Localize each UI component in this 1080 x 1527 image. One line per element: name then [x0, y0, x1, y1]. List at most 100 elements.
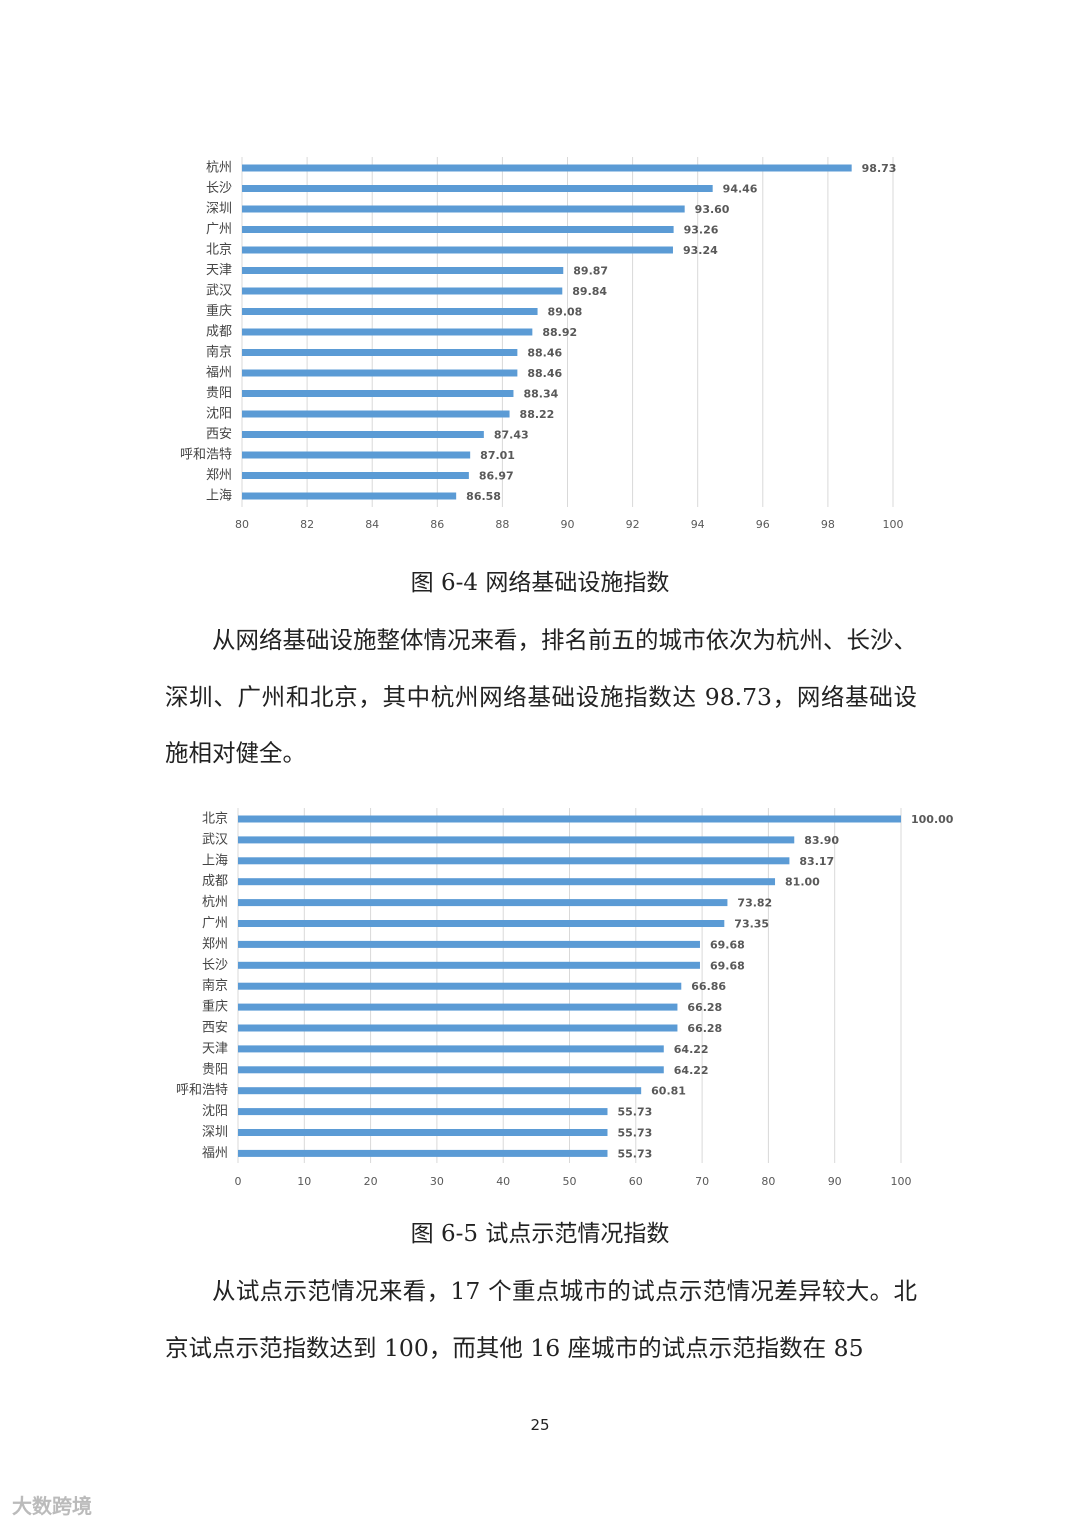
data-label: 100.00 [911, 813, 954, 826]
x-tick-label: 10 [297, 1175, 311, 1188]
bar [242, 431, 484, 438]
data-label: 88.92 [542, 326, 577, 339]
x-tick-label: 0 [235, 1175, 242, 1188]
y-tick-label: 武汉 [206, 284, 232, 299]
bar [242, 287, 563, 295]
bar [238, 1003, 678, 1011]
y-tick-label: 沈阳 [206, 407, 232, 422]
x-tick-label: 94 [691, 518, 705, 531]
y-tick-label: 杭州 [206, 161, 232, 176]
y-tick-label: 福州 [202, 1146, 228, 1161]
data-label: 66.28 [687, 1022, 722, 1035]
y-tick-label: 呼和浩特 [180, 448, 232, 463]
x-tick-label: 50 [563, 1175, 577, 1188]
bar [238, 1149, 608, 1157]
data-label: 86.97 [479, 470, 514, 483]
y-tick-label: 杭州 [202, 895, 228, 910]
y-tick-label: 重庆 [206, 303, 232, 319]
x-tick-label: 100 [883, 518, 904, 531]
bar [242, 472, 469, 479]
bar [238, 940, 700, 948]
page-number: 25 [530, 1416, 550, 1434]
data-label: 73.35 [734, 918, 769, 931]
y-tick-label: 长沙 [202, 958, 228, 973]
bar [238, 1045, 664, 1053]
bar [242, 308, 538, 315]
x-tick-label: 84 [365, 518, 379, 531]
paragraph: 从网络基础设施整体情况来看，排名前五的城市依次为杭州、长沙、深圳、广州和北京，其… [165, 626, 917, 767]
x-tick-label: 80 [761, 1175, 775, 1188]
bar [238, 857, 790, 865]
data-label: 86.58 [466, 490, 501, 503]
y-tick-label: 西安 [206, 427, 232, 442]
data-label: 98.73 [862, 162, 897, 175]
data-label: 64.22 [674, 1043, 709, 1056]
bar [238, 920, 725, 927]
bar [242, 451, 471, 459]
data-label: 69.68 [710, 938, 745, 951]
bar [242, 267, 564, 274]
data-label: 55.73 [617, 1147, 652, 1160]
data-label: 55.73 [617, 1127, 652, 1140]
data-label: 88.34 [523, 388, 558, 401]
data-label: 66.28 [687, 1001, 722, 1014]
bar [242, 328, 533, 336]
y-tick-label: 上海 [202, 853, 228, 868]
data-label: 89.87 [573, 265, 608, 278]
data-label: 55.73 [617, 1106, 652, 1119]
y-tick-label: 郑州 [206, 468, 232, 483]
data-label: 64.22 [674, 1064, 709, 1077]
data-label: 94.46 [723, 183, 758, 196]
y-tick-label: 北京 [206, 243, 232, 258]
x-tick-label: 100 [891, 1175, 912, 1188]
data-label: 93.60 [695, 203, 730, 216]
y-tick-label: 南京 [206, 344, 232, 360]
x-tick-label: 82 [300, 518, 314, 531]
bar [238, 836, 795, 844]
x-tick-label: 96 [756, 518, 770, 531]
y-tick-label: 深圳 [206, 202, 232, 217]
x-tick-label: 60 [629, 1175, 643, 1188]
data-label: 60.81 [651, 1085, 686, 1098]
x-tick-label: 86 [430, 518, 444, 531]
y-tick-label: 西安 [202, 1021, 228, 1036]
data-label: 69.68 [710, 959, 745, 972]
bar [242, 226, 674, 233]
bar [238, 982, 682, 990]
data-label: 87.01 [480, 449, 515, 462]
y-tick-label: 武汉 [202, 832, 228, 847]
x-tick-label: 88 [495, 518, 509, 531]
y-tick-label: 广州 [202, 916, 228, 931]
bar [238, 1129, 608, 1136]
bar [242, 246, 673, 254]
bar [242, 492, 457, 500]
data-label: 89.84 [572, 285, 607, 298]
x-tick-label: 92 [626, 518, 640, 531]
data-label: 66.86 [691, 980, 726, 993]
y-tick-label: 长沙 [206, 181, 232, 196]
data-label: 88.22 [520, 408, 555, 421]
data-label: 83.17 [799, 855, 834, 868]
y-tick-label: 深圳 [202, 1125, 228, 1140]
bar [238, 878, 776, 886]
bar [242, 390, 514, 397]
bar [238, 961, 700, 969]
y-tick-label: 沈阳 [202, 1104, 228, 1119]
figure-caption: 图 6-5 试点示范情况指数 [410, 1221, 670, 1247]
x-tick-label: 20 [364, 1175, 378, 1188]
bar [238, 1066, 664, 1074]
y-tick-label: 天津 [206, 263, 232, 278]
bar [242, 410, 510, 418]
data-label: 88.46 [527, 367, 562, 380]
x-tick-label: 98 [821, 518, 835, 531]
y-tick-label: 成都 [206, 325, 232, 340]
y-tick-label: 福州 [206, 366, 232, 381]
y-tick-label: 呼和浩特 [176, 1083, 228, 1098]
x-tick-label: 90 [561, 518, 575, 531]
bar [242, 164, 852, 172]
y-tick-label: 重庆 [202, 999, 228, 1015]
y-tick-label: 天津 [202, 1041, 228, 1056]
x-tick-label: 30 [430, 1175, 444, 1188]
figure-caption: 图 6-4 网络基础设施指数 [410, 570, 670, 596]
